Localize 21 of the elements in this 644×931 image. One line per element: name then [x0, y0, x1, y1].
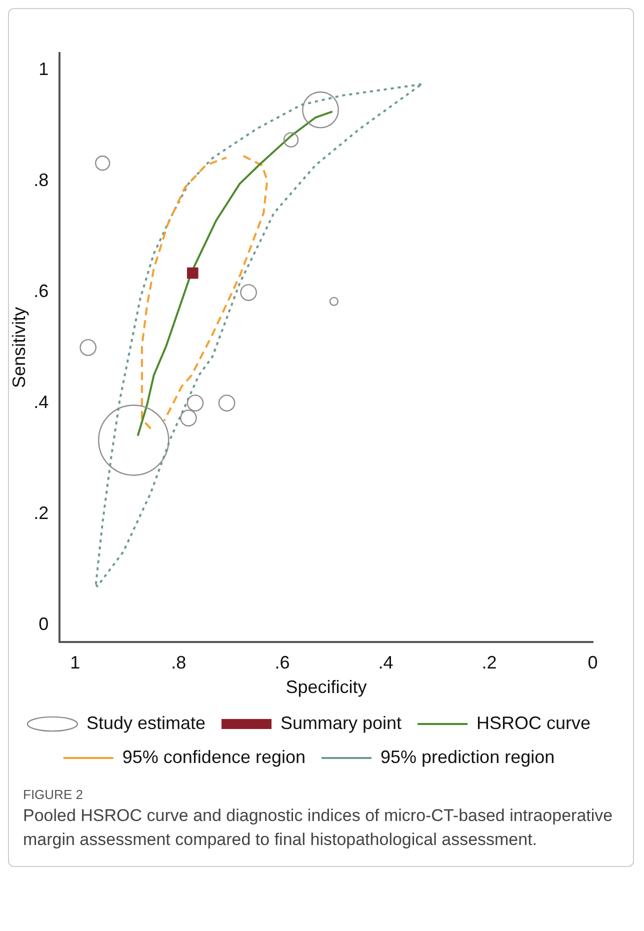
legend-label: Study estimate	[86, 712, 206, 733]
y-tick-label: 0	[38, 614, 49, 634]
legend-label: 95% prediction region	[380, 746, 555, 767]
x-axis-title: Specificity	[286, 677, 367, 698]
legend-label: 95% confidence region	[122, 746, 306, 767]
legend-label: Summary point	[280, 712, 402, 733]
x-tick-label: 1	[70, 652, 80, 673]
y-tick-label: .8	[34, 170, 49, 190]
y-tick-label: .4	[34, 392, 49, 412]
x-tick-label: .2	[482, 652, 497, 673]
legend-label: HSROC curve	[476, 712, 591, 733]
x-tick-label: .8	[171, 652, 186, 673]
y-tick-label: 1	[38, 58, 49, 79]
caption: FIGURE 2	[23, 787, 84, 802]
y-tick-label: .2	[34, 503, 49, 524]
x-tick-label: .6	[274, 652, 290, 673]
text: Pooled HSROC curve and diagnostic indices of micro-CT-based intraoperative margin assessment compared to final histopathological assessment.	[23, 805, 614, 851]
y-tick-label: .6	[34, 280, 49, 301]
y-axis-title: Sensitivity	[8, 306, 29, 388]
x-tick-label: .4	[378, 652, 394, 673]
x-tick-label: 0	[588, 652, 598, 673]
